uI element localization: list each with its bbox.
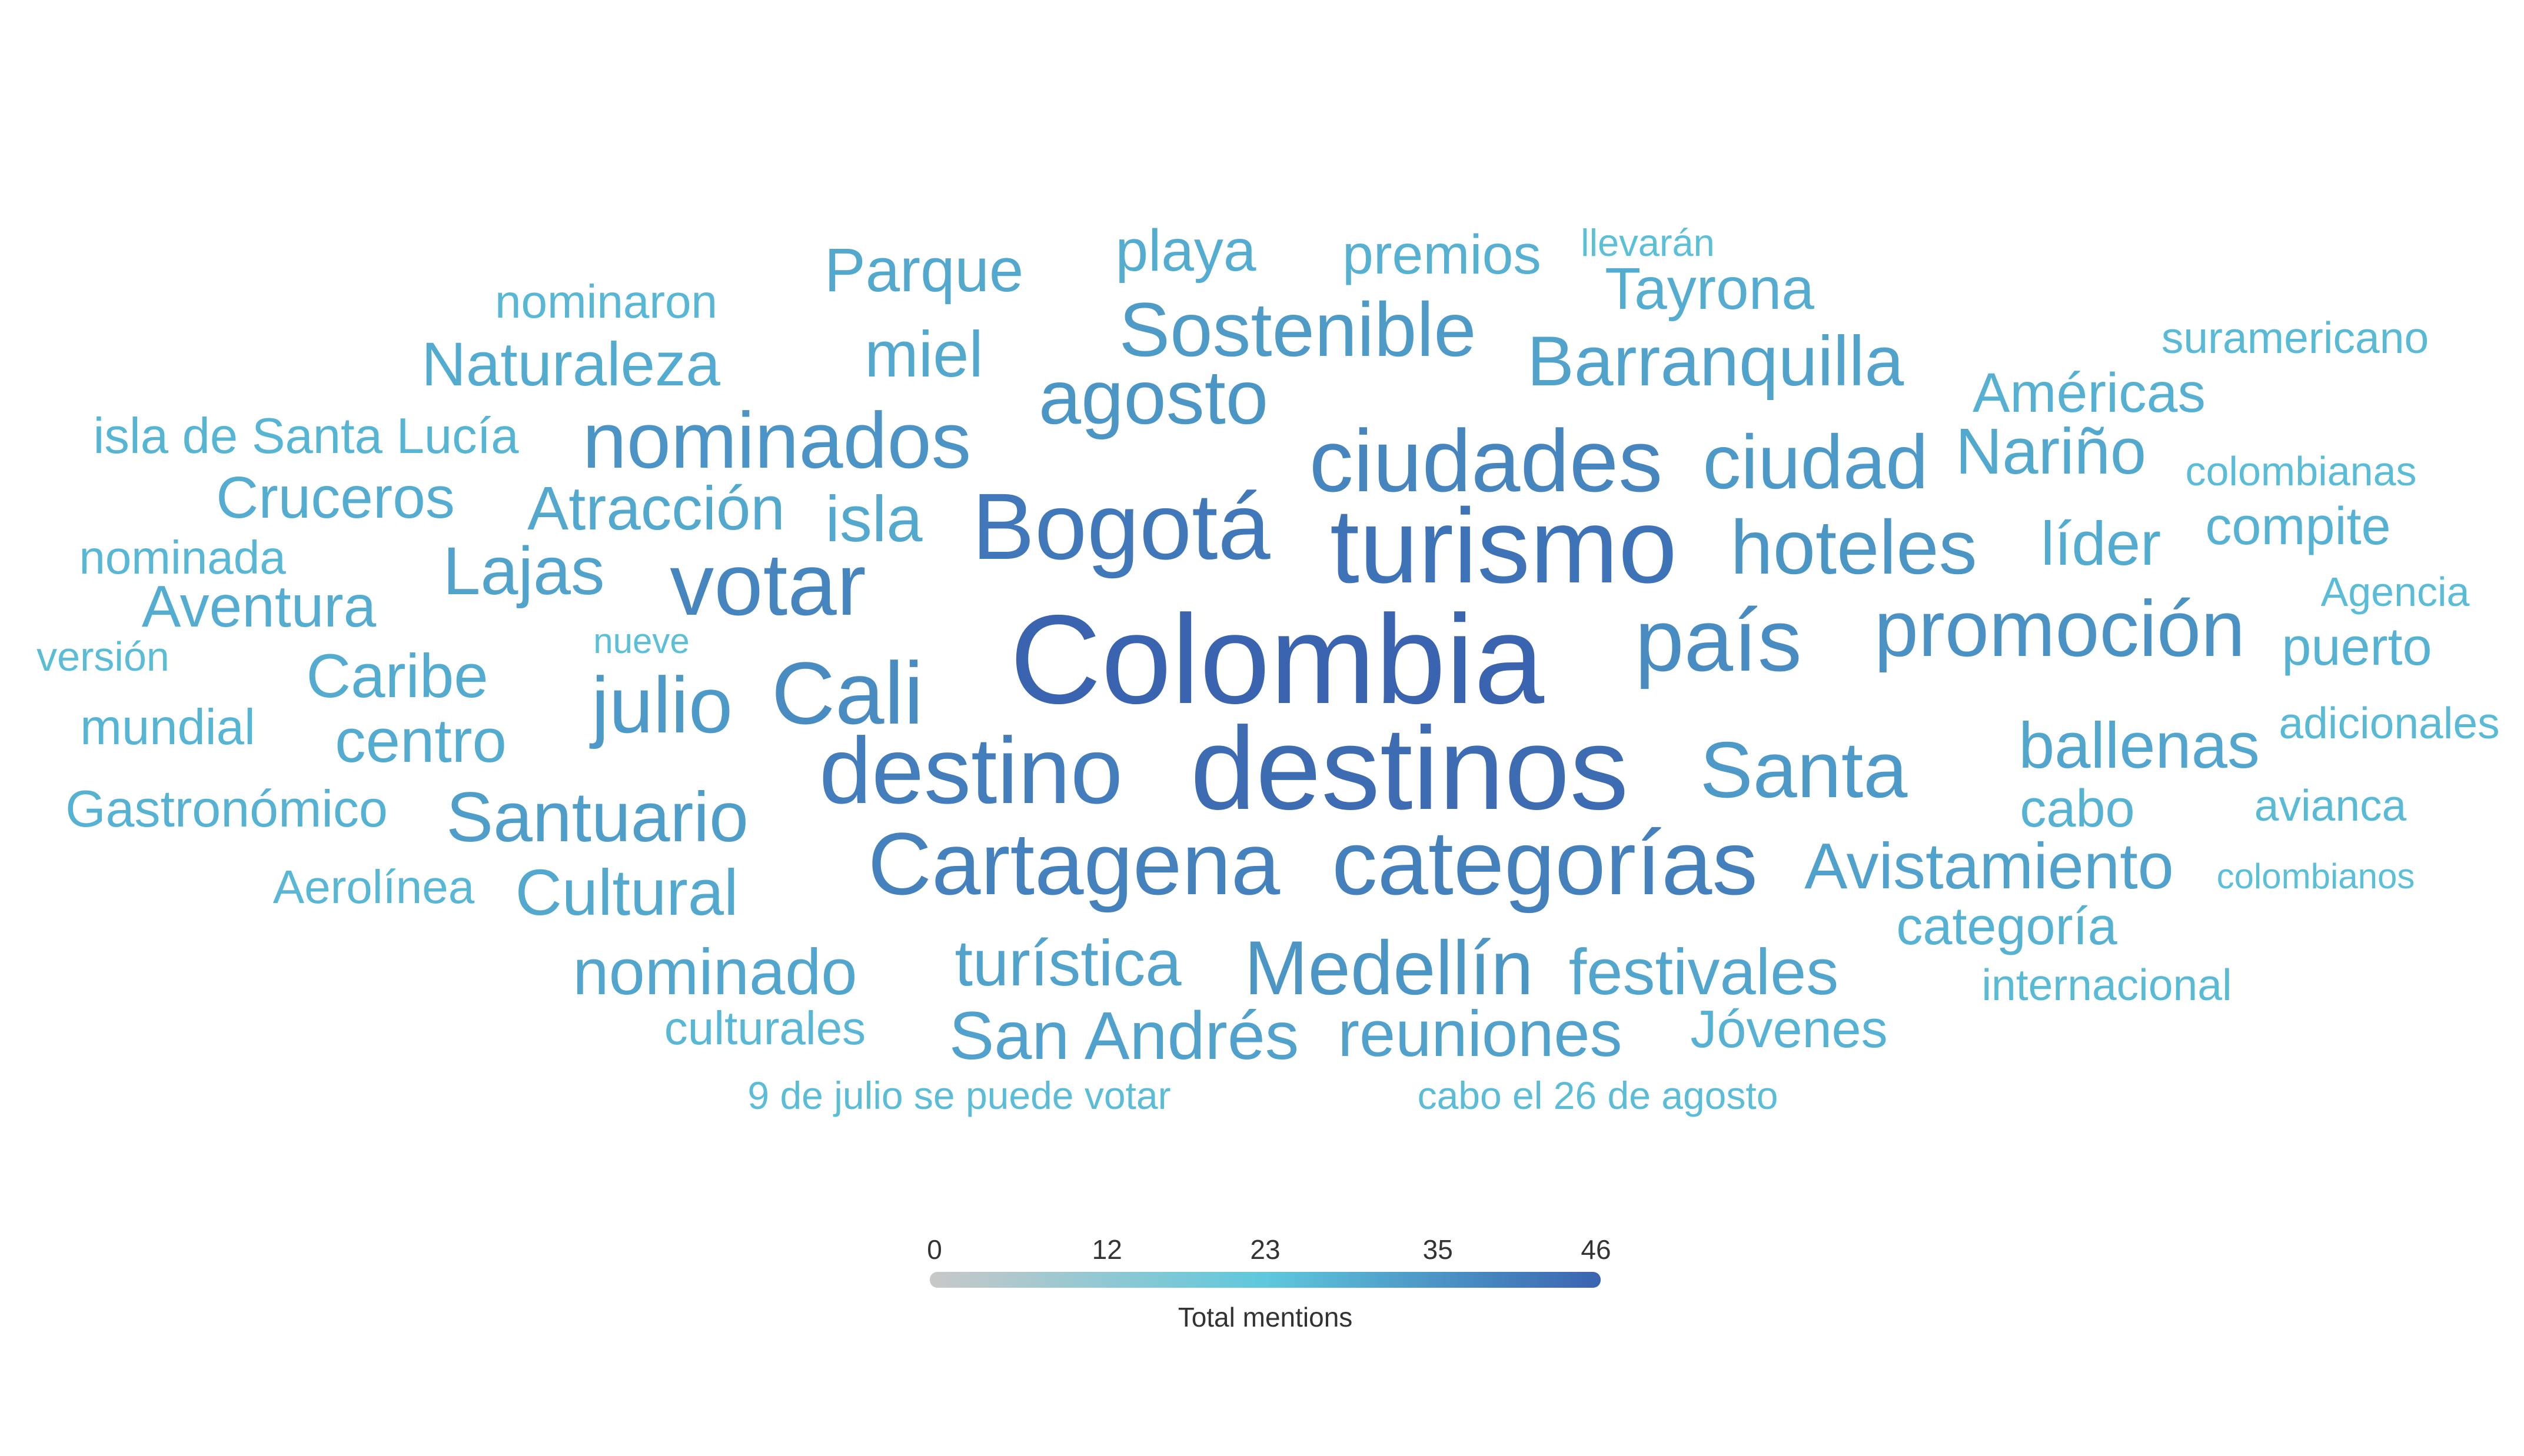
word-americas: Américas <box>1973 362 2206 424</box>
legend-tick-label: 12 <box>1092 1234 1122 1265</box>
legend-title: Total mentions <box>1178 1302 1353 1332</box>
word-caribe: Caribe <box>306 642 488 711</box>
word-san-andres: San Andrés <box>949 998 1299 1074</box>
word-jovenes: Jóvenes <box>1690 1000 1887 1059</box>
word-gastronomico: Gastronómico <box>65 779 388 838</box>
word-lajas: Lajas <box>443 534 605 609</box>
word-playa: playa <box>1115 218 1256 284</box>
word-medellin: Medellín <box>1244 925 1533 1011</box>
word-compite: compite <box>2205 497 2390 556</box>
legend-tick-label: 35 <box>1423 1234 1453 1265</box>
legend-ticks: 0 12 23 35 46 <box>927 1234 1611 1265</box>
word-lider: líder <box>2041 509 2161 578</box>
word-nominada: nominada <box>79 531 286 584</box>
word-naturaleza: Naturaleza <box>421 330 720 399</box>
word-miel: miel <box>864 318 983 391</box>
word-categoria: categoría <box>1896 897 2117 956</box>
word-sostenible: Sostenible <box>1119 286 1476 372</box>
word-internacional: internacional <box>1981 960 2232 1009</box>
word-aventura: Aventura <box>142 574 377 639</box>
color-legend: 0 12 23 35 46 Total mentions <box>927 1234 1611 1332</box>
word-ciudad: ciudad <box>1702 419 1928 505</box>
word-barranquilla: Barranquilla <box>1527 322 1904 401</box>
word-cali: Cali <box>772 644 923 742</box>
word-votar: votar <box>670 535 866 634</box>
word-parque: Parque <box>824 236 1024 305</box>
word-cabo-el-26-de-agosto: cabo el 26 de agosto <box>1418 1074 1778 1117</box>
word-avistamiento: Avistamiento <box>1804 830 2174 902</box>
word-reuniones: reuniones <box>1338 998 1622 1070</box>
legend-tick-label: 23 <box>1250 1234 1280 1265</box>
word-ciudades: ciudades <box>1309 411 1662 510</box>
word-destinos: destinos <box>1190 703 1629 834</box>
word-promocion: promoción <box>1874 584 2245 673</box>
word-destino: destino <box>819 718 1123 823</box>
word-cruceros: Cruceros <box>216 465 455 531</box>
word-isla-de-santa-lucia: isla de Santa Lucía <box>94 408 520 464</box>
word-bogota: Bogotá <box>972 474 1270 579</box>
word-agencia: Agencia <box>2321 569 2470 615</box>
word-ballenas: ballenas <box>2018 709 2260 782</box>
word-mundial: mundial <box>80 699 255 755</box>
word-nominados: nominados <box>583 396 971 485</box>
word-nominado: nominado <box>573 936 857 1008</box>
word-santa: Santa <box>1700 725 1908 814</box>
word-cabo: cabo <box>2020 779 2134 838</box>
word-aerolinea: Aerolínea <box>273 861 475 913</box>
word-pais: país <box>1635 591 1802 689</box>
word-hoteles: hoteles <box>1730 504 1977 590</box>
word-festivales: festivales <box>1569 936 1839 1008</box>
word-colombianos: colombianos <box>2217 857 2415 896</box>
word-culturales: culturales <box>664 1002 866 1054</box>
word-suramericano: suramericano <box>2161 313 2429 362</box>
word-cartagena: Cartagena <box>868 814 1281 913</box>
word-colombia: Colombia <box>1010 588 1545 730</box>
legend-gradient-bar <box>930 1272 1601 1288</box>
word-nueve: nueve <box>593 621 689 661</box>
word-centro: centro <box>335 707 507 775</box>
word-agosto: agosto <box>1039 354 1268 440</box>
word-turistica: turística <box>955 927 1182 999</box>
word-isla: isla <box>825 483 923 555</box>
word-colombianas: colombianas <box>2186 448 2417 494</box>
word-nominaron: nominaron <box>495 275 717 328</box>
word-santuario: Santuario <box>446 778 749 857</box>
word-9-de-julio-se-puede-votar: 9 de julio se puede votar <box>747 1074 1170 1117</box>
legend-tick-label: 0 <box>927 1234 942 1265</box>
word-cultural: Cultural <box>515 857 738 929</box>
word-llevaran: llevarán <box>1581 221 1715 264</box>
word-categorias: categorías <box>1332 812 1758 914</box>
legend-tick-label: 46 <box>1581 1234 1611 1265</box>
word-tayrona: Tayrona <box>1605 256 1814 322</box>
word-atraccion: Atracción <box>527 474 785 543</box>
word-turismo: turismo <box>1330 487 1677 605</box>
word-julio: julio <box>589 661 733 749</box>
word-premios: premios <box>1342 224 1541 286</box>
word-puerto: puerto <box>2282 618 2432 677</box>
word-avianca: avianca <box>2254 781 2407 830</box>
word-adicionales: adicionales <box>2279 698 2499 748</box>
word-version: versión <box>36 634 169 679</box>
word-narino: Nariño <box>1956 415 2146 488</box>
